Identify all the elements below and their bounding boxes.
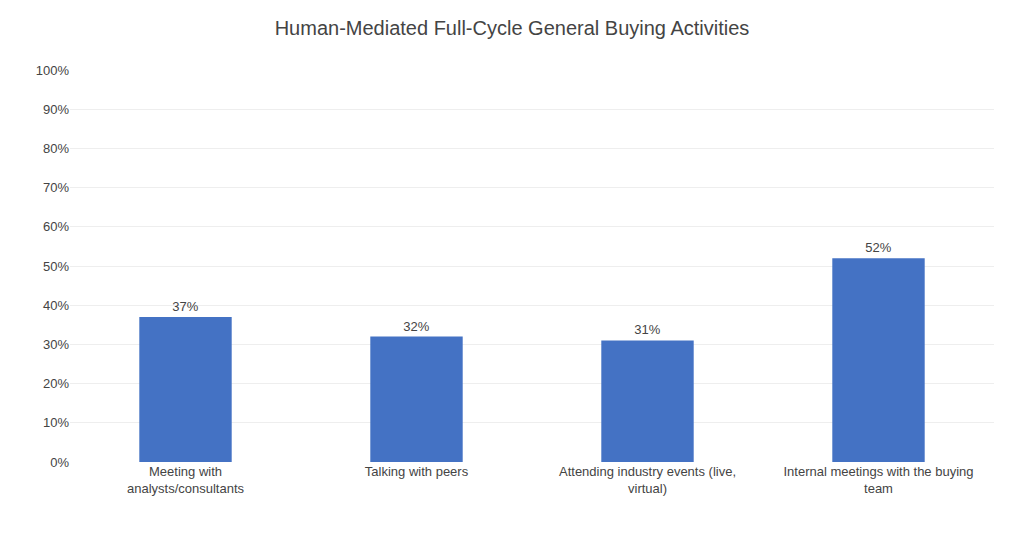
svg-text:50%: 50% (43, 259, 69, 274)
svg-text:Internal meetings with the buy: Internal meetings with the buyingteam (783, 464, 973, 496)
svg-text:0%: 0% (50, 455, 69, 470)
svg-text:Talking with peers: Talking with peers (365, 464, 469, 479)
svg-text:Human-Mediated Full-Cycle Gene: Human-Mediated Full-Cycle General Buying… (275, 17, 750, 39)
svg-text:100%: 100% (36, 63, 70, 78)
svg-text:80%: 80% (43, 141, 69, 156)
svg-text:60%: 60% (43, 219, 69, 234)
svg-text:90%: 90% (43, 102, 69, 117)
svg-text:Attending industry events (liv: Attending industry events (live,virtual) (559, 464, 736, 496)
svg-text:Meeting withanalysts/consultan: Meeting withanalysts/consultants (127, 464, 245, 496)
svg-text:32%: 32% (403, 319, 429, 334)
svg-text:37%: 37% (172, 299, 198, 314)
svg-text:20%: 20% (43, 376, 69, 391)
svg-text:10%: 10% (43, 415, 69, 430)
svg-text:30%: 30% (43, 337, 69, 352)
svg-text:70%: 70% (43, 180, 69, 195)
svg-text:40%: 40% (43, 298, 69, 313)
svg-text:31%: 31% (634, 322, 660, 337)
svg-text:52%: 52% (865, 240, 891, 255)
